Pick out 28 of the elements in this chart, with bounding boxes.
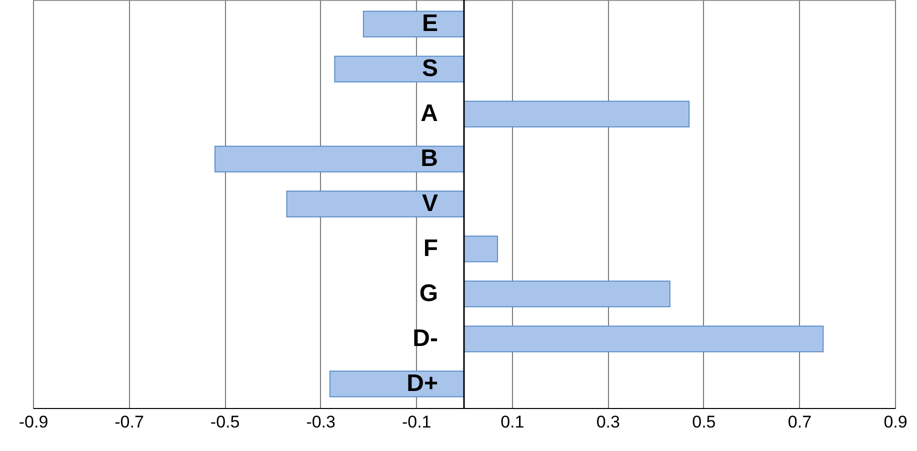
y-tick-label: A xyxy=(420,100,438,128)
y-tick-label: S xyxy=(422,55,438,82)
bar xyxy=(464,236,498,262)
y-tick-label: D- xyxy=(412,324,438,352)
y-tick-label: G xyxy=(419,280,438,307)
bar xyxy=(286,190,464,218)
y-tick-label: F xyxy=(423,234,438,262)
x-tick-label: 0.5 xyxy=(692,412,716,432)
bar xyxy=(464,100,690,128)
x-tick-label: -0.7 xyxy=(114,412,144,432)
bar xyxy=(214,146,464,172)
x-tick-label: -0.3 xyxy=(306,412,336,432)
bar xyxy=(329,370,464,398)
x-tick-label: 0.3 xyxy=(596,412,620,432)
x-tick-label: 0.9 xyxy=(884,412,908,432)
bar xyxy=(464,280,670,308)
x-tick-label: 0.7 xyxy=(788,412,812,432)
y-tick-label: B xyxy=(420,145,438,172)
x-tick-label: -0.5 xyxy=(210,412,240,432)
y-tick-label: E xyxy=(422,10,438,38)
bar xyxy=(464,326,824,352)
x-tick-label: -0.9 xyxy=(18,412,48,432)
bar xyxy=(362,10,464,38)
y-tick-label: V xyxy=(422,190,438,217)
y-tick-label: D+ xyxy=(406,370,438,397)
bar xyxy=(334,56,464,82)
x-tick-label: 0.1 xyxy=(500,412,524,432)
x-tick-label: -0.1 xyxy=(402,412,432,432)
